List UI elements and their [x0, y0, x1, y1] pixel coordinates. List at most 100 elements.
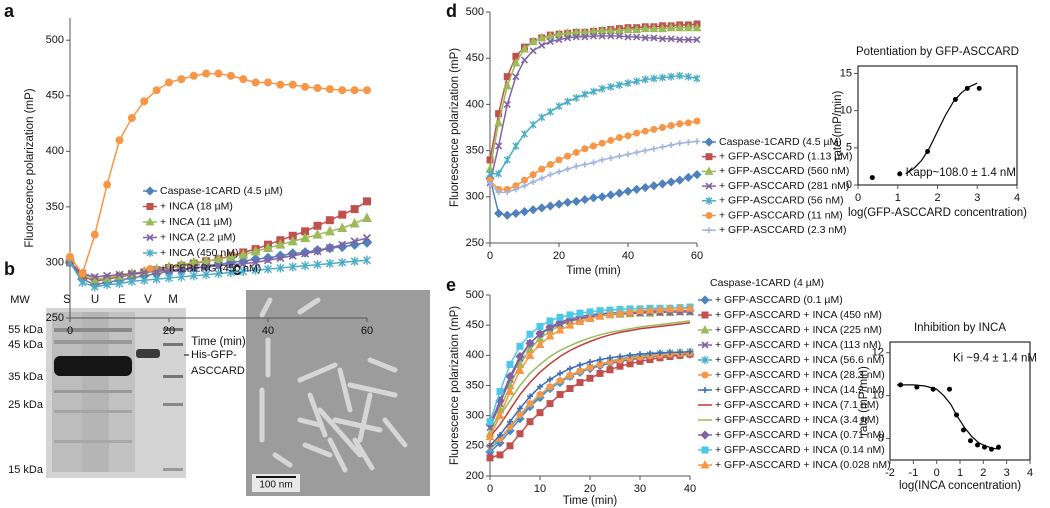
marker	[575, 316, 585, 326]
legend-label: + INCA (18 µM)	[160, 200, 233, 212]
marker	[659, 124, 666, 131]
y-tick-label: 15	[840, 67, 852, 79]
marker	[301, 261, 310, 271]
y-tick-label: 5	[846, 142, 852, 154]
marker	[667, 35, 675, 43]
marker	[511, 57, 521, 67]
marker	[590, 87, 597, 96]
marker	[538, 175, 545, 182]
marker	[615, 134, 623, 142]
marker	[325, 85, 334, 94]
data-point	[975, 442, 980, 448]
y-tick-label: 10	[872, 390, 884, 402]
marker	[521, 176, 528, 184]
marker	[657, 179, 668, 189]
marker	[685, 303, 695, 312]
marker	[276, 253, 285, 263]
legend-label: + GFP-ASCCARD + INCA (56.6 nM)	[715, 354, 885, 366]
marker	[487, 179, 493, 186]
marker	[165, 273, 173, 283]
x-axis-label: log(GFP-ASCCARD concentration)	[848, 207, 1027, 219]
data-point	[989, 446, 994, 452]
x-tick-label: 10	[534, 483, 546, 495]
marker	[692, 170, 702, 180]
mw-label: MW	[10, 294, 30, 306]
marker	[313, 84, 322, 92]
marker	[338, 210, 347, 219]
legend-label: + INCA (2.2 µM)	[160, 231, 236, 243]
lane-label: E	[118, 294, 126, 306]
marker	[705, 182, 713, 190]
marker	[637, 351, 643, 358]
x-tick-label: 4	[1014, 192, 1020, 204]
marker	[554, 199, 564, 209]
marker	[700, 295, 710, 305]
marker	[624, 79, 632, 88]
marker	[516, 342, 524, 350]
marker	[536, 322, 544, 330]
panel-label: e	[446, 275, 456, 295]
legend-label: + GFP-ASCCARD + INCA (225 nM)	[715, 324, 882, 336]
marker	[684, 119, 692, 127]
marker	[647, 350, 653, 357]
x-tick-label: 60	[691, 250, 703, 262]
marker	[262, 242, 274, 252]
marker	[606, 25, 616, 34]
marker	[239, 259, 248, 268]
marker	[325, 259, 334, 269]
marker	[684, 72, 692, 81]
y-tick-label: 450	[466, 319, 484, 331]
marker	[706, 227, 712, 234]
marker	[564, 152, 572, 160]
marker	[576, 367, 584, 375]
marker	[615, 81, 623, 89]
x-tick-label: 20	[553, 250, 565, 262]
marker	[685, 139, 692, 146]
marker	[506, 442, 514, 450]
marker	[599, 156, 606, 163]
marker	[189, 263, 198, 273]
marker	[529, 47, 537, 55]
marker	[517, 405, 523, 412]
marker	[103, 271, 112, 280]
marker	[146, 249, 154, 257]
legend-label: + GFP-ASCCARD + INCA (7.1 nM)	[715, 399, 879, 411]
marker	[566, 371, 574, 379]
y-tick-label: 250	[466, 440, 484, 452]
y-tick-label: 300	[466, 410, 484, 422]
y-tick-label: 12	[872, 347, 884, 359]
marker	[607, 82, 615, 91]
y-tick-label: 0	[846, 179, 852, 191]
marker	[545, 322, 555, 332]
marker	[617, 353, 623, 360]
marker	[350, 205, 359, 214]
marker	[545, 201, 555, 211]
marker	[701, 356, 709, 364]
marker	[701, 341, 709, 349]
legend-label: + INCA (11 µM)	[160, 216, 232, 228]
marker	[632, 184, 642, 195]
marker	[515, 351, 525, 362]
marker	[525, 338, 535, 348]
marker	[527, 393, 533, 400]
marker	[164, 266, 174, 275]
marker	[363, 86, 371, 95]
x-tick-label: 20	[163, 325, 175, 337]
marker	[556, 377, 564, 385]
marker	[704, 166, 714, 175]
marker	[214, 261, 223, 270]
em-image	[246, 290, 430, 496]
marker	[546, 160, 554, 168]
y-tick-label: 350	[46, 201, 64, 213]
marker	[526, 400, 534, 408]
marker	[177, 265, 186, 274]
marker	[564, 34, 572, 42]
marker	[288, 251, 297, 260]
x-tick-label: 0	[855, 192, 861, 204]
marker	[146, 233, 154, 242]
marker	[676, 140, 683, 147]
panel-label: c	[232, 259, 242, 279]
marker	[145, 186, 155, 196]
marker	[581, 90, 589, 99]
